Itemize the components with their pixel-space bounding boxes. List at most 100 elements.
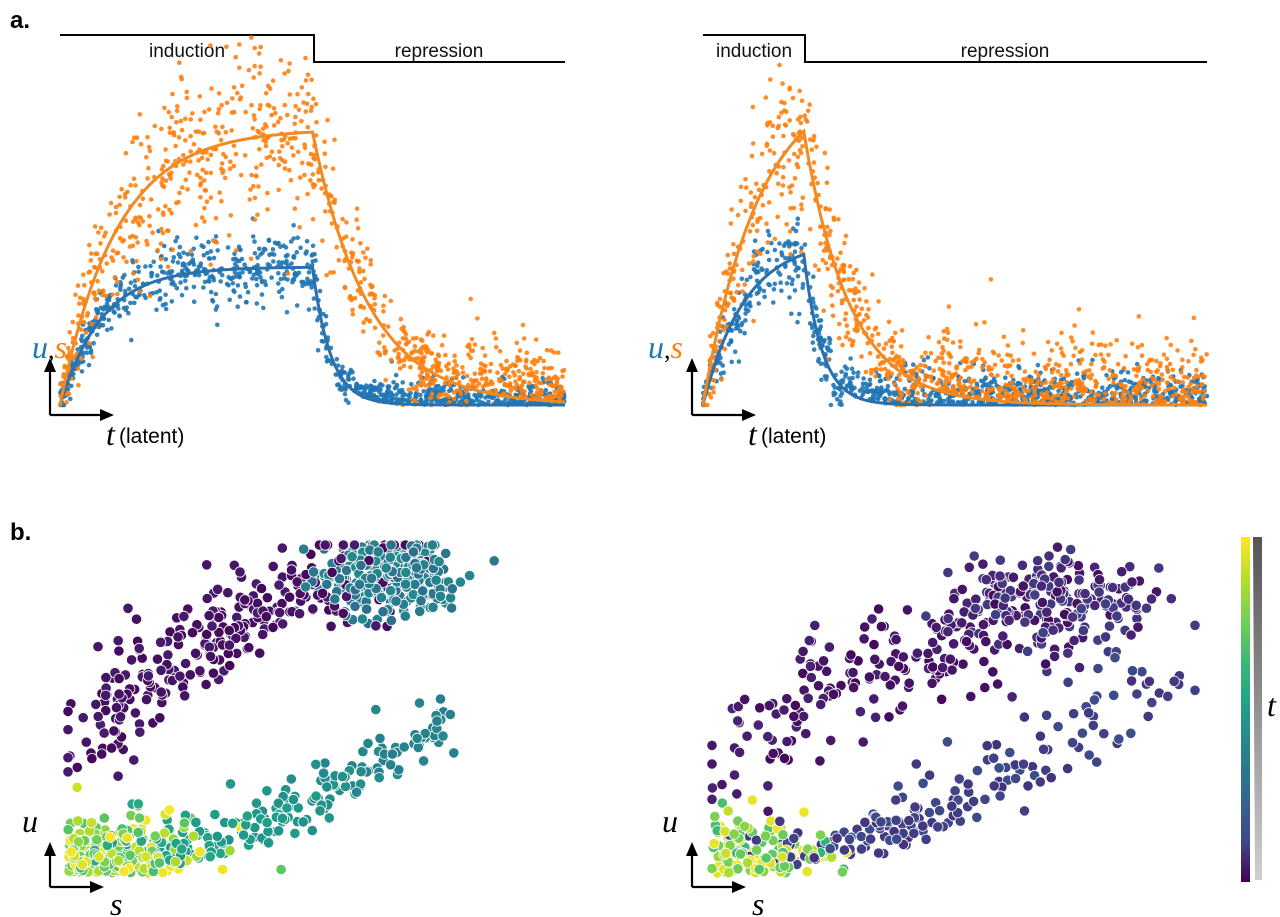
data-point-s — [729, 207, 734, 212]
data-point-s — [928, 374, 934, 380]
data-point — [108, 725, 120, 737]
y-label-sep-a-left: , — [48, 335, 55, 364]
data-point-u — [855, 374, 860, 379]
data-point-s — [92, 265, 97, 270]
data-point-s — [889, 344, 895, 350]
data-point-s — [1164, 380, 1170, 386]
data-point-s — [969, 364, 974, 370]
data-point — [129, 707, 141, 719]
data-point — [317, 767, 330, 779]
data-point-s — [917, 368, 923, 373]
data-point — [206, 620, 218, 632]
data-point-s — [398, 316, 404, 322]
data-point-s — [144, 238, 149, 244]
data-point — [227, 817, 239, 829]
data-point-s — [1021, 377, 1026, 382]
y-axis-arrowhead-b-left — [44, 842, 56, 856]
data-point-s — [483, 376, 489, 381]
data-point-s — [870, 333, 875, 338]
data-point-s — [749, 201, 754, 206]
data-point-s — [738, 198, 744, 204]
data-point — [186, 627, 199, 639]
data-point-s — [763, 95, 769, 100]
data-point-u — [157, 297, 162, 302]
data-point-s — [140, 196, 146, 201]
data-point-u — [448, 387, 454, 393]
data-point-u — [906, 396, 911, 401]
data-point-s — [237, 65, 242, 71]
data-point-s — [428, 395, 434, 400]
data-point — [380, 562, 392, 574]
data-point-s — [988, 277, 994, 282]
data-point-s — [252, 117, 257, 122]
data-point — [356, 613, 368, 625]
data-point-u — [793, 228, 799, 234]
data-point-s — [1069, 335, 1074, 340]
data-point-u — [323, 313, 329, 319]
data-point-u — [800, 285, 805, 291]
data-point-u — [86, 362, 92, 368]
data-point-u — [317, 288, 323, 294]
data-point-u — [250, 276, 255, 281]
data-point-s — [540, 371, 546, 376]
data-point — [159, 827, 171, 839]
data-point — [310, 758, 322, 771]
data-point-s — [527, 372, 533, 378]
data-point-s — [768, 77, 773, 82]
data-point-s — [892, 381, 897, 387]
data-point-s — [224, 44, 229, 50]
data-point-s — [267, 86, 273, 91]
data-point — [872, 603, 885, 615]
data-point-s — [1159, 372, 1165, 377]
data-point-s — [1156, 386, 1162, 392]
data-point-s — [110, 248, 116, 253]
data-point-s — [252, 63, 257, 69]
data-point-s — [1029, 379, 1034, 384]
data-point-u — [185, 252, 190, 257]
fit-curve-s — [58, 130, 566, 406]
data-point-u — [213, 291, 219, 297]
data-point-s — [849, 343, 855, 348]
data-point-s — [1049, 370, 1055, 375]
data-point-s — [799, 202, 804, 207]
data-point — [239, 594, 251, 606]
data-point-s — [226, 233, 232, 238]
data-point-s — [1076, 387, 1081, 393]
data-point-s — [93, 315, 99, 320]
data-point-s — [1005, 363, 1011, 369]
data-point-s — [305, 124, 311, 130]
data-point — [122, 602, 134, 614]
data-point — [96, 748, 108, 760]
data-point — [92, 710, 104, 723]
data-point-s — [254, 173, 259, 179]
data-point-u — [149, 274, 154, 279]
data-point-s — [845, 330, 851, 336]
data-point-s — [542, 365, 547, 371]
data-point-u — [235, 283, 241, 288]
data-point-s — [1079, 348, 1085, 353]
data-point — [201, 592, 213, 605]
data-point-s — [137, 202, 143, 208]
data-point — [415, 595, 427, 607]
data-point-s — [271, 106, 277, 111]
data-point-s — [288, 178, 294, 183]
data-point-s — [103, 293, 108, 299]
data-point-s — [358, 280, 364, 285]
data-point-u — [191, 262, 197, 267]
data-point-s — [899, 328, 905, 333]
data-point-s — [248, 187, 253, 192]
data-point-s — [147, 148, 153, 154]
data-point-s — [460, 365, 465, 370]
data-point-s — [536, 394, 542, 400]
data-point-s — [166, 109, 172, 115]
data-point — [188, 830, 200, 842]
data-point-s — [115, 250, 121, 255]
data-point-s — [986, 364, 991, 370]
data-point — [133, 642, 145, 655]
phase-label-repression-left: repression — [395, 41, 484, 62]
data-point-s — [922, 363, 928, 369]
data-point-u — [1035, 362, 1041, 368]
data-point-s — [862, 286, 867, 291]
data-point-u — [406, 392, 411, 398]
data-point-s — [859, 306, 865, 312]
